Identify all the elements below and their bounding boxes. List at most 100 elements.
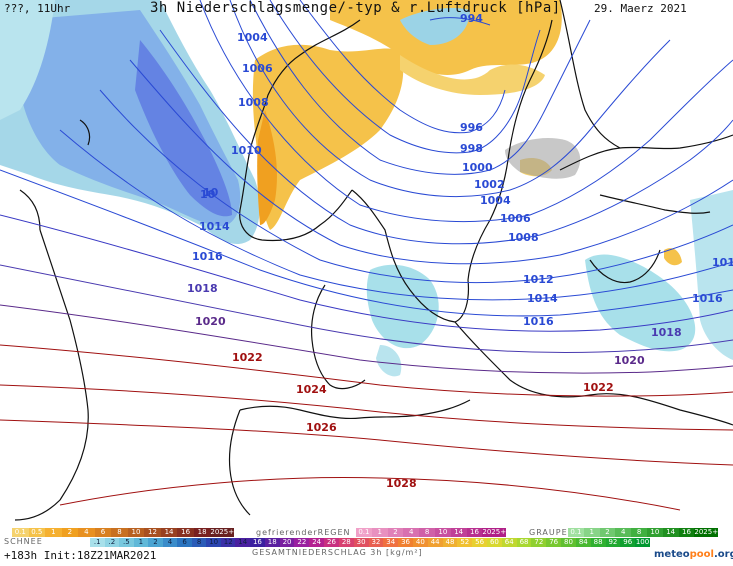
isobar-label: 1024 <box>296 383 327 396</box>
total-precip-legend-label: GESAMTNIEDERSCHLAG 3h [kg/m²] <box>252 548 423 557</box>
isobar-label: 1028 <box>386 477 417 490</box>
freezing-legend-cell: 2 <box>387 528 404 537</box>
rain-legend-cell: 12 <box>144 528 161 537</box>
coast-sweden <box>351 19 553 323</box>
isobar-label: 1014 <box>712 256 733 269</box>
isobar-1000 <box>249 0 591 175</box>
graupel-legend-cell: 10 <box>646 528 663 537</box>
snow-area-left-strip <box>0 0 55 120</box>
map-date: 29. Maerz 2021 <box>594 2 687 15</box>
isobar-1006 <box>159 29 733 245</box>
rain-legend-cell: 2025+ <box>210 528 235 537</box>
isobar-label: 1010 <box>231 144 262 157</box>
snow-legend-cell: .5 <box>119 538 134 547</box>
total-legend-cell: 68 <box>516 538 532 547</box>
isobar-1010 <box>99 89 733 284</box>
isobar-label: 1018 <box>187 282 218 295</box>
total-legend-cell: 92 <box>605 538 621 547</box>
isobar-996 <box>299 0 506 134</box>
isobar-label: 1022 <box>583 381 614 394</box>
graupel-legend-cell: 8 <box>631 528 647 537</box>
graupel-legend-cell: 2 <box>599 528 616 537</box>
isobar-label: 1020 <box>614 354 645 367</box>
isobar-1014 <box>0 169 733 317</box>
rain-legend-cell: 14 <box>160 528 178 537</box>
total-legend-cell: 48 <box>442 538 458 547</box>
total-legend-cell: 32 <box>368 538 384 547</box>
snow-area-east-edge <box>690 190 733 360</box>
total-legend-cell: 24 <box>309 538 325 547</box>
rain-legend-cell: 2 <box>61 528 79 537</box>
total-precip-legend-bar: 16 18 20 22 24 26 28 30 32 34 36 40 44 48 52 56 60 64 68 72… <box>250 538 650 547</box>
rain-legend-cell: 0.5 <box>28 528 46 537</box>
isobar-1020 <box>0 304 733 374</box>
isobar-label: 1014 <box>527 292 558 305</box>
graupel-legend-cell: 0.1 <box>568 528 584 537</box>
isobar-label: 1000 <box>462 161 493 174</box>
isobar-label: 1002 <box>474 178 505 191</box>
total-legend-cell: 22 <box>294 538 310 547</box>
rain-legend-cell: 16 <box>177 528 194 537</box>
isobar-label: 10 <box>203 186 219 199</box>
total-legend-cell: 56 <box>472 538 487 547</box>
meteopool-logo[interactable]: meteopool.org <box>654 549 733 560</box>
freezing-legend-cell: 10 <box>434 528 451 537</box>
model-run-info: +183h Init:18Z21MAR2021 <box>4 549 157 562</box>
isobar-label: 1016 <box>192 250 223 263</box>
freezing-legend-cell: 16 <box>466 528 483 537</box>
isobar-label: 1004 <box>480 194 511 207</box>
coast-finland <box>559 134 733 171</box>
total-legend-cell: 26 <box>324 538 339 547</box>
map-title: 3h Niederschlagsmenge/-typ & r.Luftdruck… <box>150 0 561 16</box>
rain-legend-cell: 0.1 <box>12 528 29 537</box>
total-legend-cell: 44 <box>427 538 443 547</box>
graupel-speckles <box>505 138 581 179</box>
isobar-label: 998 <box>460 142 483 155</box>
isobar-1002 <box>229 0 671 198</box>
rain-legend-cell: 8 <box>111 528 128 537</box>
rain-legend-cell: 6 <box>94 528 112 537</box>
freezing-legend-cell: 0.1 <box>356 528 372 537</box>
total-legend-cell: 52 <box>457 538 473 547</box>
total-legend-cell: 34 <box>383 538 399 547</box>
rain-legend-cell: 1 <box>45 528 62 537</box>
coast-denmark <box>310 284 366 390</box>
isobar-1004 <box>199 0 733 223</box>
total-legend-cell: 80 <box>561 538 576 547</box>
coast-shetland <box>79 119 91 146</box>
isobar-label: 994 <box>460 12 483 25</box>
isobar-label: 996 <box>460 121 483 134</box>
total-legend-cell: 36 <box>398 538 413 547</box>
isobar-label: 1004 <box>237 31 268 44</box>
total-legend-cell: 72 <box>531 538 547 547</box>
freezing-legend-cell: 8 <box>419 528 435 537</box>
graupel-legend-cell: 2025+ <box>694 528 719 537</box>
total-legend-cell: 100 <box>635 538 650 547</box>
isobar-label: 1026 <box>306 421 337 434</box>
isobar-label: 1022 <box>232 351 263 364</box>
snow-legend-cell: .2 <box>104 538 120 547</box>
snow-legend-cell: 14 <box>235 538 251 547</box>
isobar-994 <box>429 17 491 26</box>
total-legend-cell: 76 <box>546 538 562 547</box>
total-legend-cell: 60 <box>487 538 502 547</box>
rain-area-north-light <box>400 55 545 95</box>
graupel-legend-cell: 4 <box>615 528 632 537</box>
rain-legend-cell: 10 <box>127 528 145 537</box>
isobar-1022 <box>0 344 733 397</box>
total-legend-cell: 64 <box>501 538 517 547</box>
isobar-label: 1006 <box>242 62 273 75</box>
freezing-legend-cell: 2025+ <box>482 528 507 537</box>
isobar-1024 <box>0 384 733 431</box>
coast-estonia <box>599 194 711 214</box>
freezing-rain-legend-bar: 0.1 1 2 4 8 10 14 16 2025+ <box>356 528 507 537</box>
coast-latvia <box>589 249 661 284</box>
graupel-legend-label: GRAUPEL <box>529 528 574 537</box>
snow-legend-cell: 4 <box>162 538 178 547</box>
coast-netherlands <box>228 409 251 516</box>
logo-brand-b: pool <box>689 549 714 560</box>
total-legend-cell: 88 <box>590 538 606 547</box>
total-legend-cell: 18 <box>264 538 280 547</box>
